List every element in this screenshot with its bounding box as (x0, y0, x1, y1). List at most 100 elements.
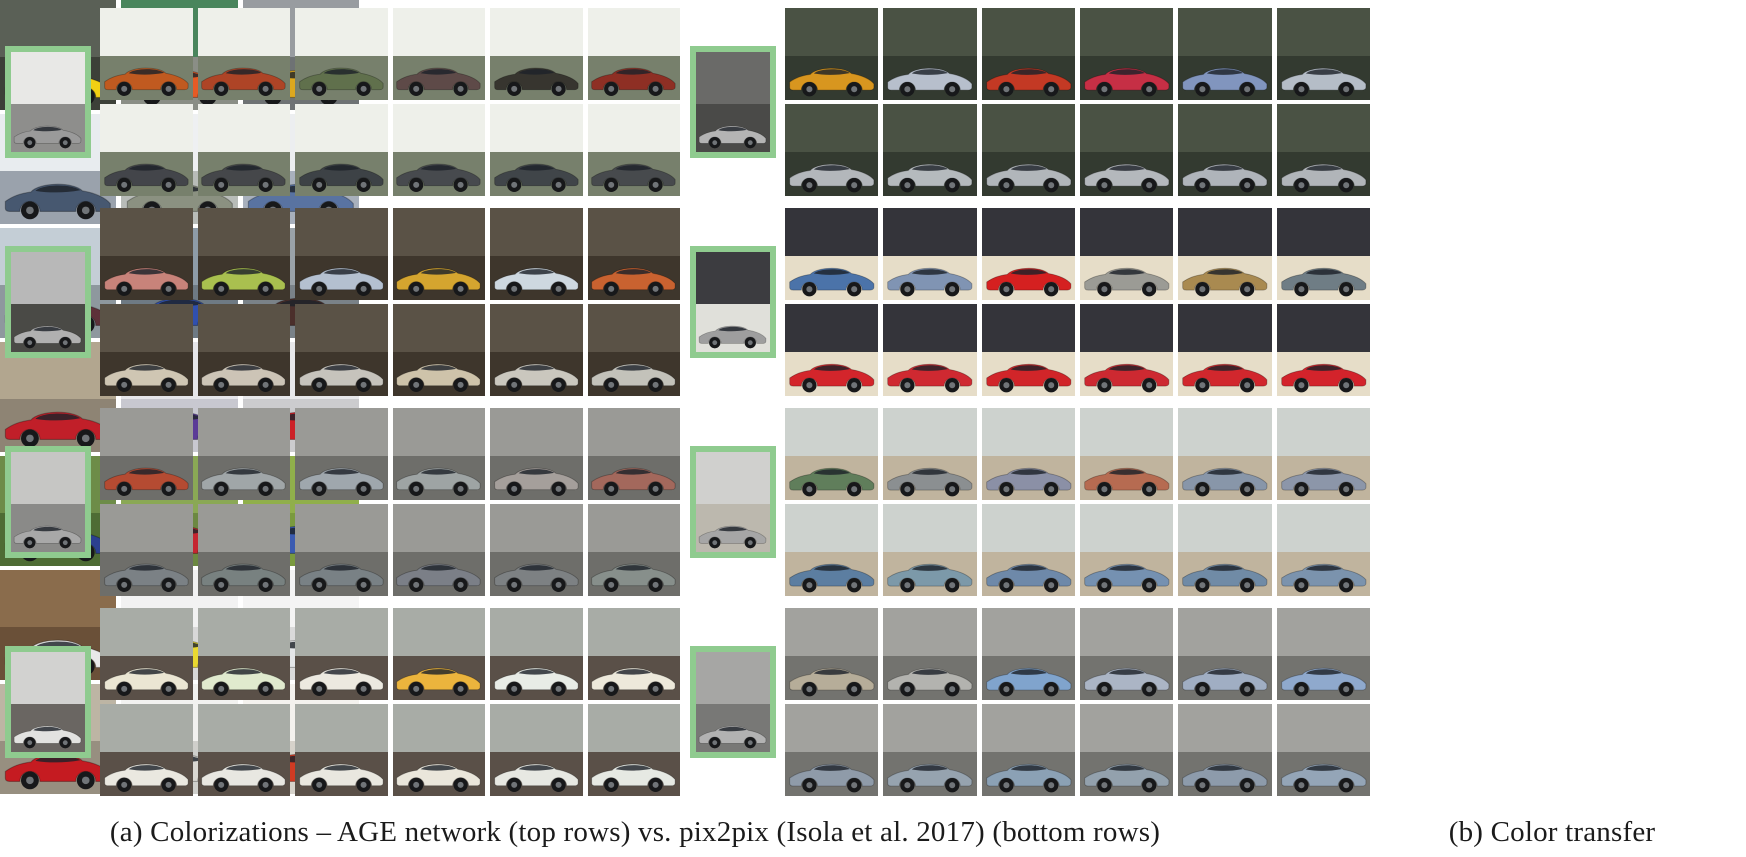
car-icon (14, 125, 82, 149)
colorization-grid (100, 208, 680, 396)
age-colorization-cell (587, 408, 680, 500)
input-column (5, 446, 91, 558)
car-icon (14, 325, 82, 349)
car-icon (494, 467, 579, 497)
input-column (5, 46, 91, 158)
pix2pix-colorization-cell (1276, 504, 1370, 596)
car-icon (1084, 467, 1170, 497)
pix2pix-colorization-cell (392, 704, 485, 796)
pix2pix-colorization-cell (392, 104, 485, 196)
car-icon (1182, 67, 1268, 97)
pix2pix-colorization-cell (100, 304, 193, 396)
car-icon (104, 763, 189, 793)
pix2pix-colorization-cell (883, 504, 977, 596)
pix2pix-colorization-cell (197, 504, 290, 596)
pix2pix-colorization-cell (981, 704, 1075, 796)
car-icon (201, 467, 286, 497)
pix2pix-colorization-cell (1080, 704, 1174, 796)
car-icon (1280, 363, 1366, 393)
age-colorization-cell (100, 608, 193, 700)
car-icon (591, 67, 676, 97)
age-colorization-cell (392, 208, 485, 300)
pix2pix-colorization-cell (785, 504, 879, 596)
car-icon (887, 363, 973, 393)
car-icon (299, 67, 384, 97)
age-colorization-cell (1080, 208, 1174, 300)
car-icon (789, 667, 875, 697)
car-icon (985, 763, 1071, 793)
car-icon (985, 67, 1071, 97)
car-icon (201, 267, 286, 297)
input-column (5, 246, 91, 358)
pix2pix-colorization-cell (1080, 304, 1174, 396)
pix2pix-colorization-cell (1178, 704, 1272, 796)
pix2pix-colorization-cell (1276, 104, 1370, 196)
car-icon (494, 163, 579, 193)
car-icon (1280, 67, 1366, 97)
colorization-group-scissor-door-coupe-forest (5, 8, 680, 196)
pix2pix-colorization-cell (100, 104, 193, 196)
age-colorization-cell (883, 8, 977, 100)
age-colorization-cell (490, 408, 583, 500)
age-colorization-cell (587, 608, 680, 700)
colorization-group-white-hatchback (5, 608, 680, 796)
pix2pix-colorization-cell (981, 504, 1075, 596)
pix2pix-colorization-cell (490, 104, 583, 196)
car-icon (887, 467, 973, 497)
car-icon (396, 763, 481, 793)
car-icon (985, 267, 1071, 297)
grayscale-input-thumbnail (5, 46, 91, 158)
pix2pix-colorization-cell (785, 704, 879, 796)
pix2pix-colorization-cell (1178, 104, 1272, 196)
pix2pix-colorization-cell (490, 504, 583, 596)
car-icon (396, 363, 481, 393)
pix2pix-colorization-cell (197, 704, 290, 796)
age-colorization-cell (587, 8, 680, 100)
car-icon (887, 67, 973, 97)
grayscale-input-thumbnail (690, 46, 776, 158)
age-colorization-cell (1276, 408, 1370, 500)
pix2pix-colorization-cell (392, 304, 485, 396)
age-colorization-cell (883, 208, 977, 300)
pix2pix-colorization-cell (883, 104, 977, 196)
pix2pix-colorization-cell (295, 304, 388, 396)
car-icon (1182, 467, 1268, 497)
car-icon (104, 163, 189, 193)
car-icon (104, 563, 189, 593)
colorization-grid (785, 208, 1370, 396)
age-colorization-cell (1080, 8, 1174, 100)
car-icon (494, 563, 579, 593)
car-icon (1182, 363, 1268, 393)
panel-colorizations-middle (690, 8, 1370, 796)
age-colorization-cell (981, 8, 1075, 100)
car-icon (104, 667, 189, 697)
grayscale-input-thumbnail (690, 446, 776, 558)
pix2pix-colorization-cell (981, 304, 1075, 396)
car-icon (699, 325, 767, 349)
car-icon (1084, 267, 1170, 297)
input-column (690, 446, 776, 558)
colorization-grid (100, 408, 680, 596)
car-icon (887, 267, 973, 297)
car-icon (789, 563, 875, 593)
grayscale-input-thumbnail (690, 646, 776, 758)
car-icon (985, 563, 1071, 593)
pix2pix-colorization-cell (1080, 504, 1174, 596)
car-icon (789, 763, 875, 793)
car-icon (14, 725, 82, 749)
age-colorization-cell (785, 8, 879, 100)
pix2pix-colorization-cell (100, 504, 193, 596)
age-colorization-cell (392, 608, 485, 700)
age-colorization-cell (392, 8, 485, 100)
car-icon (985, 467, 1071, 497)
car-icon (494, 667, 579, 697)
age-colorization-cell (197, 608, 290, 700)
car-icon (494, 363, 579, 393)
age-colorization-cell (981, 608, 1075, 700)
age-colorization-cell (295, 608, 388, 700)
input-column (5, 646, 91, 758)
pix2pix-colorization-cell (295, 104, 388, 196)
car-icon (699, 125, 767, 149)
age-colorization-cell (785, 208, 879, 300)
